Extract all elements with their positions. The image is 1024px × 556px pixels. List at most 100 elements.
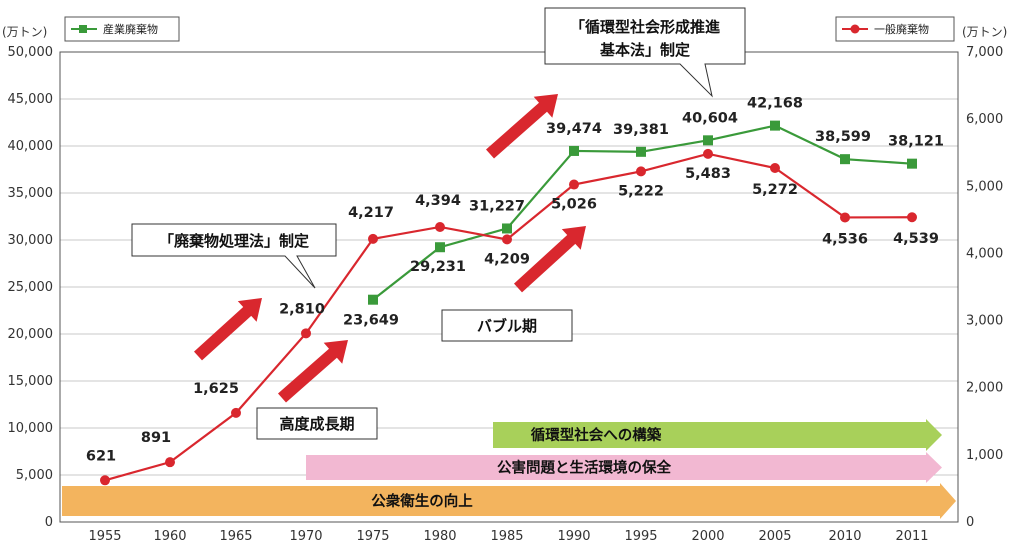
series-marker	[165, 457, 175, 468]
data-label: 4,217	[348, 205, 394, 221]
band-arrow	[493, 419, 942, 451]
x-tick-label: 1975	[356, 529, 389, 544]
data-label: 5,272	[752, 182, 798, 198]
series-marker	[840, 154, 850, 165]
right-tick-label: 1,000	[966, 448, 1003, 463]
trend-arrow	[514, 226, 586, 293]
label-text: バブル期	[477, 317, 537, 335]
data-label: 42,168	[747, 96, 803, 112]
callout-text: 「廃棄物処理法」制定	[159, 232, 309, 250]
right-tick-label: 3,000	[966, 314, 1003, 329]
x-tick-label: 2000	[691, 529, 724, 544]
band-arrow	[62, 483, 956, 519]
label-box	[441, 309, 573, 342]
trend-arrows	[194, 94, 586, 403]
callout-text: 「循環型社会形成推進	[570, 18, 721, 36]
data-label: 5,483	[685, 166, 731, 182]
series-marker	[703, 135, 713, 146]
data-label: 29,231	[410, 259, 466, 275]
band-label: 公衆衛生の向上	[371, 492, 473, 510]
series-marker	[231, 407, 241, 418]
grid-lines	[60, 98, 958, 476]
data-label: 4,539	[893, 231, 939, 247]
legends: 産業廃棄物 一般廃棄物	[64, 16, 955, 42]
series-marker	[703, 148, 713, 159]
series-marker	[907, 212, 917, 223]
trend-arrow	[194, 298, 262, 361]
left-tick-label: 25,000	[8, 280, 54, 295]
series-marker	[502, 234, 512, 245]
series-marker	[368, 233, 378, 244]
left-tick-label: 45,000	[8, 92, 54, 107]
legend-label: 一般廃棄物	[874, 22, 929, 36]
label-box	[256, 407, 378, 440]
trend-arrow	[278, 340, 348, 403]
data-label: 2,810	[279, 301, 325, 317]
data-label: 4,536	[822, 231, 868, 247]
data-label: 621	[86, 448, 116, 464]
right-tick-label: 7,000	[966, 45, 1003, 60]
right-tick-label: 5,000	[966, 179, 1003, 194]
right-axis-unit: (万トン)	[962, 25, 1007, 39]
series-marker	[636, 146, 646, 157]
data-label: 5,222	[618, 183, 664, 199]
band-label: 循環型社会への構築	[531, 426, 662, 444]
data-label: 4,394	[415, 193, 461, 209]
right-tick-label: 2,000	[966, 381, 1003, 396]
axes: 0 5,000 10,000 15,000 20,000 25,000 30,000 35,0…	[2, 25, 1007, 544]
data-label: 39,474	[546, 121, 602, 137]
series-marker	[100, 475, 110, 486]
data-label: 23,649	[343, 313, 399, 329]
data-label: 38,121	[888, 134, 944, 150]
x-tick-label: 1960	[153, 529, 186, 544]
data-label: 1,625	[193, 381, 239, 397]
left-tick-label: 30,000	[8, 233, 54, 248]
series-marker	[907, 158, 917, 169]
right-tick-label: 0	[966, 515, 974, 530]
series-marker	[569, 145, 579, 156]
left-tick-label: 20,000	[8, 327, 54, 342]
band-label: 公害問題と生活環境の保全	[497, 459, 671, 477]
plot-frame	[59, 51, 959, 523]
series-marker	[636, 166, 646, 177]
left-tick-label: 5,000	[16, 468, 53, 483]
x-tick-label: 1955	[88, 529, 121, 544]
data-label: 891	[141, 430, 171, 446]
left-tick-label: 50,000	[8, 45, 54, 60]
left-tick-label: 40,000	[8, 139, 54, 154]
data-labels: 23,649 29,231 31,227 39,474 39,381 40,604 42,1…	[86, 96, 944, 465]
series-marker	[569, 179, 579, 190]
series-marker	[840, 212, 850, 223]
series-layer	[100, 120, 917, 486]
legend-marker	[79, 25, 87, 33]
band-arrow	[306, 452, 942, 483]
trend-arrow	[486, 94, 558, 159]
x-tick-label: 1995	[624, 529, 657, 544]
x-tick-label: 1980	[423, 529, 456, 544]
left-axis-unit: (万トン)	[2, 25, 47, 39]
label-text: 高度成長期	[279, 415, 354, 433]
legend-marker	[850, 24, 860, 34]
right-tick-label: 4,000	[966, 246, 1003, 261]
data-label: 5,026	[551, 197, 597, 213]
data-label: 39,381	[613, 122, 669, 138]
legend-label: 産業廃棄物	[103, 22, 158, 36]
x-tick-label: 1990	[557, 529, 590, 544]
x-tick-label: 2010	[828, 529, 861, 544]
x-tick-label: 2011	[895, 529, 928, 544]
callout-text-line2: 基本法」制定	[599, 41, 690, 59]
data-label: 40,604	[682, 110, 738, 126]
series-marker	[770, 120, 780, 131]
series-marker	[301, 328, 311, 339]
left-tick-label: 10,000	[8, 421, 54, 436]
data-label: 38,599	[815, 129, 871, 145]
left-tick-label: 15,000	[8, 374, 54, 389]
callout-box	[544, 7, 746, 98]
right-tick-label: 6,000	[966, 112, 1003, 127]
data-label: 4,209	[484, 251, 530, 267]
x-tick-label: 1970	[289, 529, 322, 544]
x-tick-label: 2005	[758, 529, 791, 544]
